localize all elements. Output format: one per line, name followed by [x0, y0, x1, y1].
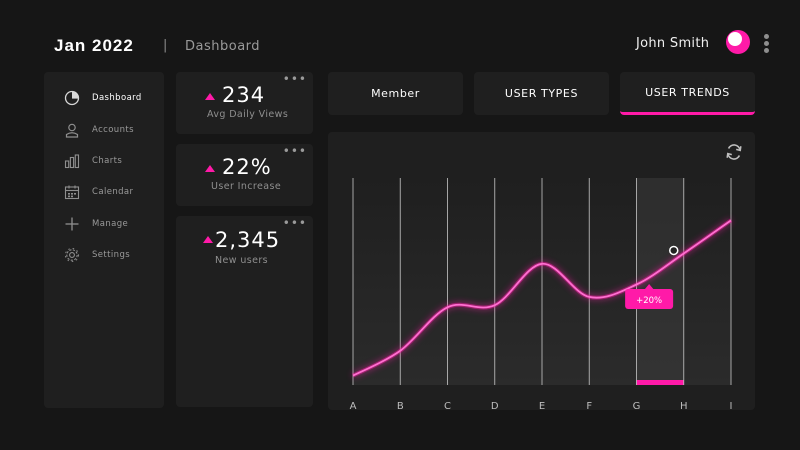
stat-value: 2,345	[215, 228, 281, 252]
stat-label: New users	[215, 255, 269, 266]
stat-value: 234	[222, 83, 266, 107]
more-options-icon[interactable]: •••	[282, 144, 307, 158]
column-band	[447, 178, 495, 385]
kebab-menu-icon[interactable]	[764, 34, 770, 54]
sidebar-item-label: Manage	[92, 219, 129, 229]
header-separator: |	[163, 38, 168, 53]
sidebar-item-settings[interactable]: Settings	[64, 245, 130, 265]
sidebar-item-manage[interactable]: Manage	[64, 214, 128, 234]
sidebar-item-label: Settings	[92, 250, 131, 260]
x-tick-label: I	[730, 401, 733, 412]
tab-user-types[interactable]: USER TYPES	[474, 72, 609, 115]
stat-value: 22%	[222, 155, 272, 179]
column-band	[353, 178, 401, 385]
stat-card-daily-views: ••• 234 Avg Daily Views	[176, 72, 313, 134]
sidebar-item-accounts[interactable]: Accounts	[64, 120, 134, 140]
sidebar-item-dashboard[interactable]: Dashboard	[64, 88, 142, 108]
x-tick-label: D	[491, 401, 499, 412]
tooltip-box	[625, 289, 674, 309]
more-options-icon[interactable]: •••	[282, 72, 307, 86]
more-options-icon[interactable]: •••	[282, 216, 307, 230]
trend-line	[352, 219, 732, 377]
sidebar-item-label: Accounts	[92, 125, 134, 135]
x-tick-label: E	[539, 401, 545, 412]
x-tick-label: A	[350, 401, 357, 412]
tooltip-label: +20%	[636, 296, 662, 306]
sidebar-item-label: Calendar	[92, 187, 134, 197]
refresh-icon[interactable]	[724, 142, 744, 162]
x-tick-label: C	[444, 401, 451, 412]
x-tick-label: F	[586, 401, 592, 412]
sidebar: Dashboard Accounts Charts Calendar Manag…	[44, 72, 164, 408]
data-point-marker	[669, 245, 679, 256]
trend-up-icon	[205, 93, 215, 100]
highlight-bar	[636, 380, 684, 385]
calendar-icon	[64, 184, 80, 200]
avatar[interactable]	[726, 30, 750, 54]
page-title: Dashboard	[185, 39, 261, 54]
trend-up-icon	[203, 236, 213, 243]
plus-icon	[64, 216, 80, 232]
tooltip-arrow	[644, 284, 655, 290]
sidebar-item-label: Charts	[92, 156, 123, 166]
tab-user-trends[interactable]: USER TRENDS	[620, 72, 755, 115]
x-tick-label: G	[633, 401, 641, 412]
gear-icon	[64, 247, 80, 263]
stat-label: Avg Daily Views	[207, 109, 289, 120]
stat-card-user-increase: ••• 22% User Increase	[176, 144, 313, 206]
column-band	[683, 178, 731, 385]
pie-chart-icon	[64, 90, 80, 106]
trend-up-icon	[205, 165, 215, 172]
bar-chart-icon	[64, 153, 80, 169]
stat-label: User Increase	[211, 181, 282, 192]
header-month: Jan 2022	[54, 36, 134, 55]
user-icon	[64, 122, 80, 138]
sidebar-item-label: Dashboard	[92, 93, 142, 103]
sidebar-item-calendar[interactable]: Calendar	[64, 182, 133, 202]
sidebar-item-charts[interactable]: Charts	[64, 151, 122, 171]
stat-card-new-users: ••• 2,345 New users	[176, 216, 313, 407]
column-band	[400, 178, 448, 385]
tab-member[interactable]: Member	[328, 72, 463, 115]
x-tick-label: H	[680, 401, 688, 412]
x-tick-label: B	[397, 401, 404, 412]
column-band	[589, 178, 637, 385]
user-name[interactable]: John Smith	[636, 36, 710, 51]
column-band	[542, 178, 590, 385]
